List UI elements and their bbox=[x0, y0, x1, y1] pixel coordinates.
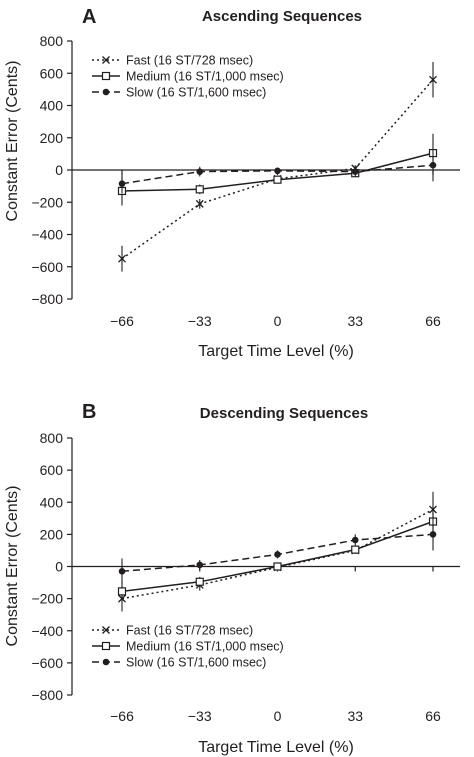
y-tick-label: −600 bbox=[31, 259, 63, 275]
legend-label: Slow (16 ST/1,600 msec) bbox=[126, 656, 266, 670]
x-tick-label: −66 bbox=[110, 313, 134, 329]
y-tick-label: −800 bbox=[31, 291, 63, 307]
legend-entry: Fast (16 ST/728 msec) bbox=[92, 54, 253, 68]
series-circle bbox=[118, 518, 437, 585]
data-point bbox=[102, 626, 110, 634]
y-tick-label: 600 bbox=[40, 462, 64, 478]
y-tick-label: −800 bbox=[31, 687, 63, 703]
legend-entry: Slow (16 ST/1,600 msec) bbox=[92, 656, 266, 670]
data-point bbox=[351, 545, 360, 554]
legend-label: Medium (16 ST/1,000 msec) bbox=[126, 640, 284, 654]
y-tick-label: −200 bbox=[31, 194, 63, 210]
legend-entry: Fast (16 ST/728 msec) bbox=[92, 624, 253, 638]
legend: Fast (16 ST/728 msec) Medium (16 ST/1,000… bbox=[92, 624, 284, 670]
x-tick-label: 0 bbox=[274, 313, 282, 329]
y-axis-title: Constant Error (Cents) bbox=[4, 486, 21, 647]
chart-title: Descending Sequences bbox=[200, 405, 368, 422]
panel-label: B bbox=[82, 401, 96, 423]
y-tick-label: 200 bbox=[40, 130, 64, 146]
data-point bbox=[195, 199, 204, 208]
data-point bbox=[102, 658, 110, 666]
x-tick-label: 33 bbox=[347, 313, 363, 329]
legend-entry: Slow (16 ST/1,600 msec) bbox=[92, 86, 266, 100]
chart-title: Ascending Sequences bbox=[202, 8, 362, 25]
data-point bbox=[196, 168, 204, 175]
tick-labels: 800 600 400 200 0 −200 −400 −600 −800 −66 −33 0 33 66 bbox=[31, 33, 441, 329]
y-tick-label: 400 bbox=[40, 494, 64, 510]
legend: Fast (16 ST/728 msec) Medium (16 ST/1,000… bbox=[92, 54, 284, 100]
legend-entry: Medium (16 ST/1,000 msec) bbox=[92, 70, 284, 84]
panel-b: B Descending Sequences Constant Error (C… bbox=[4, 401, 460, 756]
y-tick-label: 800 bbox=[40, 430, 64, 446]
data-point bbox=[273, 562, 282, 571]
data-point bbox=[273, 175, 282, 184]
data-point bbox=[274, 167, 281, 175]
y-tick-label: 200 bbox=[40, 526, 64, 542]
data-point bbox=[429, 161, 437, 169]
data-point bbox=[101, 641, 111, 651]
y-tick-label: 600 bbox=[40, 65, 64, 81]
x-tick-label: 0 bbox=[274, 708, 282, 724]
data-point bbox=[118, 568, 126, 575]
data-point bbox=[429, 531, 437, 538]
panel-label: A bbox=[82, 6, 96, 28]
data-point bbox=[195, 185, 204, 194]
data-point bbox=[117, 587, 127, 596]
y-tick-label: −200 bbox=[31, 591, 63, 607]
y-tick-label: 800 bbox=[40, 33, 64, 49]
x-tick-label: −33 bbox=[188, 313, 212, 329]
x-tick-label: −66 bbox=[110, 708, 134, 724]
series-layer bbox=[117, 491, 438, 612]
legend-label: Slow (16 ST/1,600 msec) bbox=[126, 86, 266, 100]
y-tick-label: −400 bbox=[31, 227, 63, 243]
legend-entry: Medium (16 ST/1,000 msec) bbox=[92, 640, 284, 654]
data-point bbox=[274, 551, 281, 558]
legend-label: Medium (16 ST/1,000 msec) bbox=[126, 70, 284, 84]
x-tick-label: 33 bbox=[347, 708, 363, 724]
data-point bbox=[196, 561, 204, 569]
data-point bbox=[118, 254, 126, 263]
panel-a: A Ascending Sequences Constant Error (Ce… bbox=[4, 6, 460, 360]
x-axis-title: Target Time Level (%) bbox=[198, 343, 354, 360]
y-tick-label: 400 bbox=[40, 98, 64, 114]
x-tick-label: 66 bbox=[425, 313, 441, 329]
x-tick-label: −33 bbox=[188, 708, 212, 724]
y-axis-title: Constant Error (Cents) bbox=[4, 61, 21, 222]
data-point bbox=[102, 88, 110, 96]
y-tick-label: 0 bbox=[55, 162, 63, 178]
y-tick-label: 0 bbox=[55, 559, 63, 575]
data-point bbox=[351, 168, 359, 175]
data-point bbox=[195, 577, 204, 586]
data-point bbox=[118, 180, 126, 188]
data-point bbox=[101, 71, 111, 81]
tick-labels: 800 600 400 200 0 −200 −400 −600 −800 −66 −33 0 33 66 bbox=[31, 430, 441, 724]
series-layer bbox=[117, 61, 438, 272]
axes bbox=[67, 437, 460, 696]
data-point bbox=[351, 536, 359, 544]
legend-label: Fast (16 ST/728 msec) bbox=[126, 624, 253, 638]
x-tick-label: 66 bbox=[425, 708, 441, 724]
series-circle bbox=[118, 149, 437, 194]
data-point bbox=[429, 75, 437, 84]
y-tick-label: −400 bbox=[31, 623, 63, 639]
x-axis-title: Target Time Level (%) bbox=[198, 739, 354, 756]
legend-label: Fast (16 ST/728 msec) bbox=[126, 54, 253, 68]
y-tick-label: −600 bbox=[31, 655, 63, 671]
data-point bbox=[102, 56, 110, 64]
